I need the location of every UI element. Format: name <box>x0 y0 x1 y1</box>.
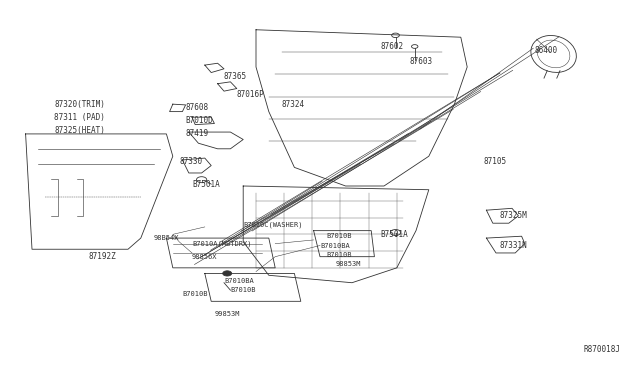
Text: 98856X: 98856X <box>192 254 218 260</box>
Text: 86400: 86400 <box>534 46 557 55</box>
Text: 87602: 87602 <box>381 42 404 51</box>
Text: R870018J: R870018J <box>584 345 621 354</box>
Text: B7010BA: B7010BA <box>320 243 349 248</box>
Text: 98853M: 98853M <box>336 261 362 267</box>
Text: B7010C(WASHER): B7010C(WASHER) <box>243 222 303 228</box>
Text: B7010B: B7010B <box>326 233 352 239</box>
Text: 87324: 87324 <box>282 100 305 109</box>
Text: 99853M: 99853M <box>214 311 240 317</box>
Text: 87325(HEAT): 87325(HEAT) <box>54 126 105 135</box>
Text: 87320(TRIM): 87320(TRIM) <box>54 100 105 109</box>
Text: 87105: 87105 <box>483 157 506 166</box>
Text: 87192Z: 87192Z <box>88 252 116 261</box>
Text: B7501A: B7501A <box>381 230 408 239</box>
Text: 87365: 87365 <box>224 72 247 81</box>
Text: 87311 (PAD): 87311 (PAD) <box>54 113 105 122</box>
Text: 87330: 87330 <box>179 157 202 166</box>
Text: 87016P: 87016P <box>237 90 264 99</box>
Text: 98B54X: 98B54X <box>154 235 179 241</box>
Text: B7010B: B7010B <box>230 287 256 293</box>
Text: 87325M: 87325M <box>499 211 527 220</box>
Text: 87603: 87603 <box>410 57 433 66</box>
Text: B7010BA: B7010BA <box>224 278 253 284</box>
Text: B7010D: B7010D <box>186 116 213 125</box>
Text: B7501A: B7501A <box>192 180 220 189</box>
Text: 87608: 87608 <box>186 103 209 112</box>
Text: B7010A(MBTDRX): B7010A(MBTDRX) <box>192 240 252 247</box>
Text: B7010B: B7010B <box>326 252 352 258</box>
Circle shape <box>223 271 232 276</box>
Text: 87331N: 87331N <box>499 241 527 250</box>
Text: 87419: 87419 <box>186 129 209 138</box>
Text: B7010B: B7010B <box>182 291 208 297</box>
